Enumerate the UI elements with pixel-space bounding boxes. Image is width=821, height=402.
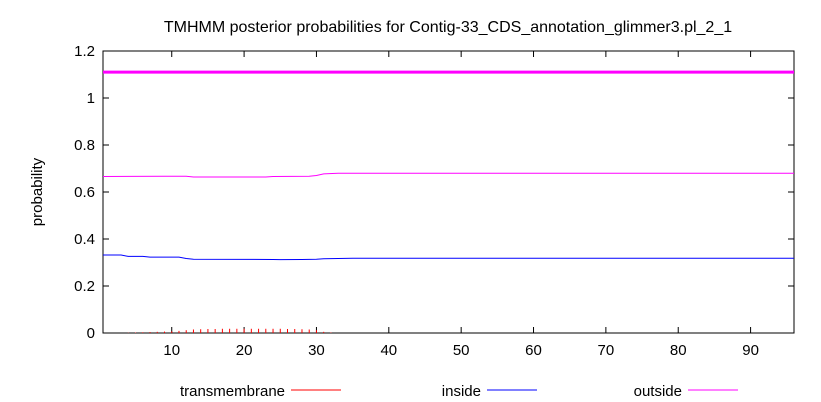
series-layer xyxy=(102,70,794,333)
inside-line xyxy=(103,254,794,261)
outside-line xyxy=(102,172,794,178)
legend-label: transmembrane xyxy=(180,383,285,400)
legend-item-transmembrane: transmembrane xyxy=(180,383,341,400)
legend-label: inside xyxy=(442,383,481,400)
x-tick-label: 60 xyxy=(525,342,542,359)
x-tick-label: 20 xyxy=(236,342,253,359)
x-tick-label: 70 xyxy=(598,342,615,359)
y-tick-label: 0.6 xyxy=(74,184,95,201)
plot-frame xyxy=(102,50,795,334)
chart-title: TMHMM posterior probabilities for Contig… xyxy=(164,19,732,36)
x-tick-label: 90 xyxy=(742,342,759,359)
legend-item-inside: inside xyxy=(442,383,537,400)
y-tick-label: 0.2 xyxy=(74,278,95,295)
legend-item-outside: outside xyxy=(634,383,738,400)
y-tick-label: 1.2 xyxy=(74,43,95,60)
x-tick-label: 40 xyxy=(380,342,397,359)
x-tick-label: 30 xyxy=(308,342,325,359)
legend-label: outside xyxy=(634,383,682,400)
y-axis-ticks: 0 0.2 0.4 0.6 0.8 1 1.2 xyxy=(74,43,794,342)
y-tick-label: 0.4 xyxy=(74,231,95,248)
series-outside xyxy=(102,172,794,178)
y-axis-label: probability xyxy=(29,157,46,226)
legend: transmembrane inside outside xyxy=(180,383,738,400)
y-tick-label: 1 xyxy=(87,90,95,107)
y-tick-label: 0.8 xyxy=(74,137,95,154)
series-inside xyxy=(103,254,794,261)
x-axis-ticks: 10 20 30 40 50 60 70 80 90 xyxy=(163,51,759,359)
x-tick-label: 50 xyxy=(453,342,470,359)
x-tick-label: 10 xyxy=(163,342,180,359)
y-tick-label: 0 xyxy=(87,325,95,342)
series-transmembrane xyxy=(127,328,332,333)
x-tick-label: 80 xyxy=(670,342,687,359)
